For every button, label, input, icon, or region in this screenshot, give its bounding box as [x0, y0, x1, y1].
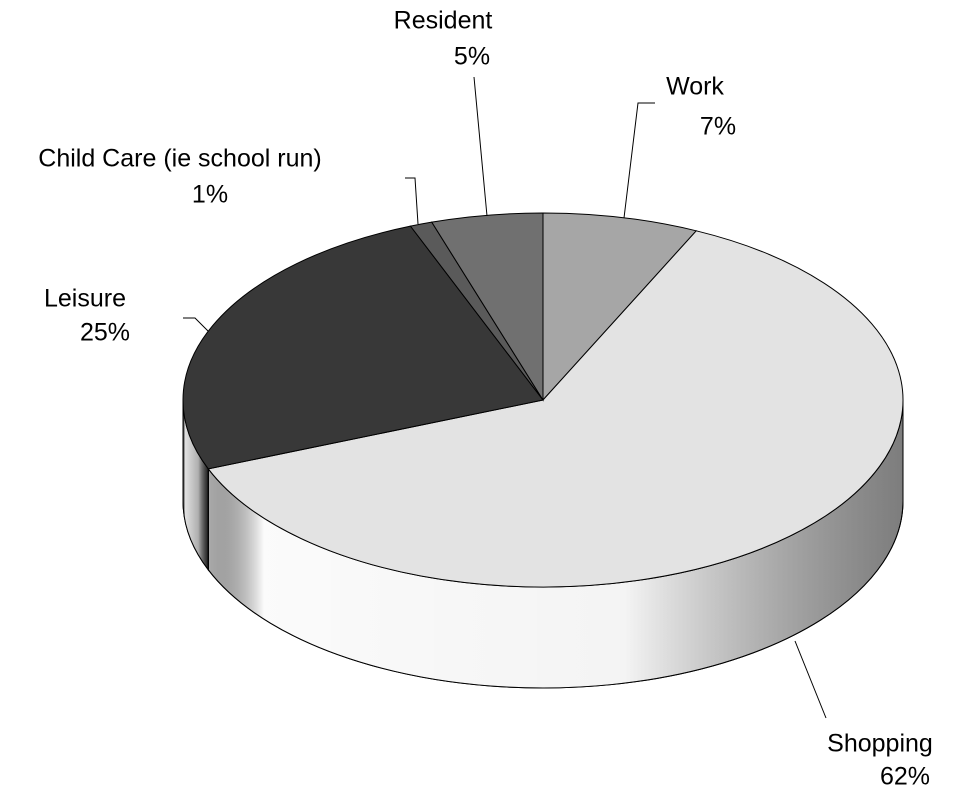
slice-label: Leisure	[44, 285, 126, 313]
slice-label: Resident	[394, 7, 493, 35]
slice	[182, 225, 544, 470]
slice-label: Work	[666, 73, 724, 101]
value-label: 25%	[80, 319, 130, 347]
slice	[207, 230, 904, 588]
slice	[542, 212, 698, 402]
value-label: 5%	[454, 43, 490, 71]
leader-line	[623, 102, 655, 219]
leader-line	[473, 76, 488, 217]
value-label: 7%	[700, 113, 736, 141]
slice-label: Shopping	[827, 730, 933, 758]
leader-line	[183, 317, 209, 332]
leader-line	[794, 640, 827, 719]
value-label: 62%	[880, 763, 930, 791]
leader-line	[405, 177, 419, 225]
slice-label: Child Care (ie school run)	[38, 145, 321, 173]
value-label: 1%	[192, 181, 228, 209]
